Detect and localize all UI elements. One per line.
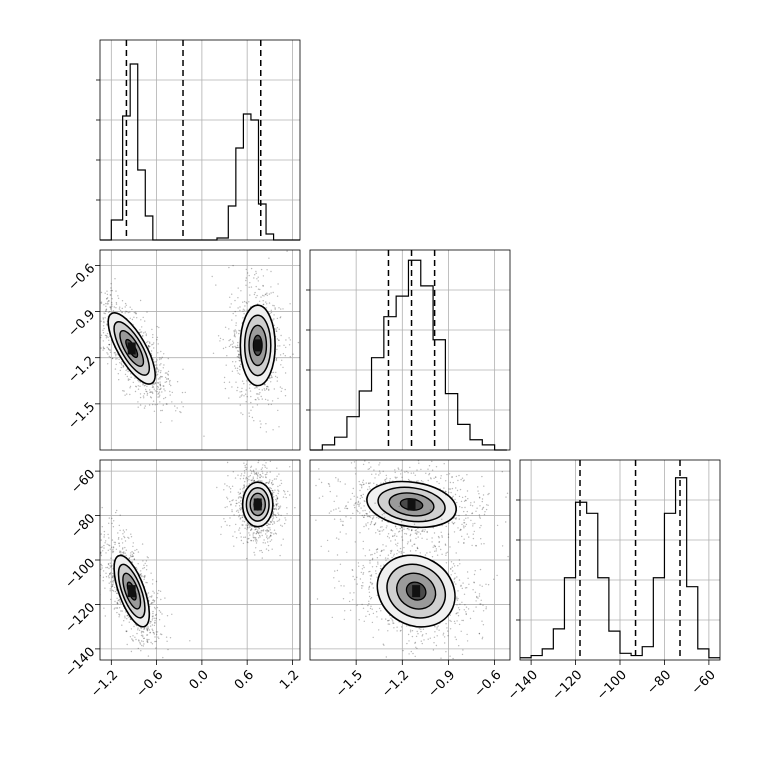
histogram-panel-p1: [306, 249, 511, 451]
density-peak: [127, 342, 136, 355]
density-content: [100, 460, 296, 659]
panel-frame: [309, 459, 511, 661]
density-peak: [407, 498, 416, 511]
x-axis-p0: −1.2 −0.6 0.0 0.6 1.2: [88, 660, 302, 701]
y-axis-p1: −1.5 −1.2 −0.9 −0.6: [65, 261, 100, 433]
y-tick-label: −1.2: [65, 353, 98, 386]
y-tick-label: −1.5: [65, 400, 98, 433]
y-axis-p2: −140 −120 −100 −80 −60: [63, 467, 100, 681]
y-tick-label: −80: [68, 511, 98, 541]
panel-frame: [99, 39, 301, 241]
x-tick-label: 0.6: [232, 668, 257, 693]
y-tick-label: −100: [63, 556, 99, 592]
histogram-step-p1: [310, 259, 507, 451]
x-tick-label: −140: [505, 668, 541, 704]
panel-frame: [309, 249, 511, 451]
density-panel-p1-p2: [309, 459, 511, 661]
x-tick-label: −80: [644, 668, 674, 698]
x-tick-label: −0.6: [134, 668, 167, 701]
density-panel-p0-p1: [99, 249, 301, 451]
x-tick-label: −100: [594, 668, 630, 704]
y-tick-label: −0.6: [65, 261, 98, 294]
y-tick-label: −60: [68, 467, 98, 497]
x-tick-label: 0.0: [187, 668, 212, 693]
panel-background: [310, 250, 510, 450]
density-content: [100, 250, 300, 437]
density-peak: [412, 585, 421, 598]
panel-background: [100, 40, 300, 240]
density-peak: [253, 498, 262, 511]
y-tick-label: −120: [63, 600, 99, 636]
panel-frame: [99, 249, 301, 451]
histogram-panel-p2: [516, 459, 721, 661]
histogram-panel-p0: [96, 39, 301, 241]
x-tick-label: −1.2: [88, 668, 121, 701]
density-peak: [253, 339, 262, 352]
y-tick-label: −0.9: [65, 307, 98, 340]
density-peak: [127, 585, 136, 598]
x-tick-label: 1.2: [277, 668, 302, 693]
x-tick-label: −0.6: [472, 668, 505, 701]
x-tick-label: −1.5: [333, 668, 366, 701]
density-content: [315, 460, 510, 660]
x-tick-label: −0.9: [425, 668, 458, 701]
density-panel-p0-p2: [99, 459, 301, 661]
histogram-step-p2: [520, 477, 720, 659]
y-tick-label: −140: [63, 645, 99, 681]
x-axis-p2: −140 −120 −100 −80 −60: [505, 660, 719, 703]
x-tick-label: −1.2: [379, 668, 412, 701]
x-tick-label: −60: [689, 668, 719, 698]
x-tick-label: −120: [550, 668, 586, 704]
x-axis-p1: −1.5 −1.2 −0.9 −0.6: [333, 660, 505, 701]
